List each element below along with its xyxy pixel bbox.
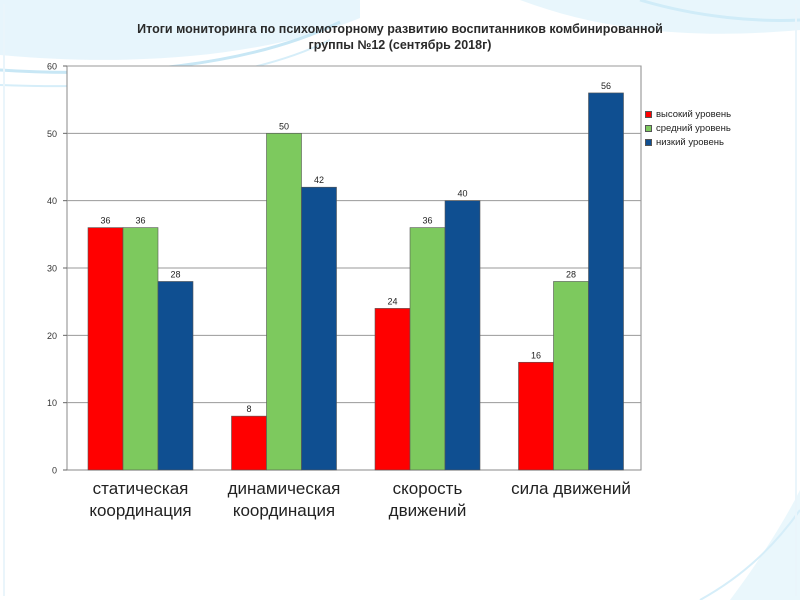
category-label: статическая [93,479,189,498]
category-label: сила движений [511,479,631,498]
bar [444,200,481,471]
legend-item: средний уровень [645,121,731,135]
bar-value-label: 8 [246,404,251,414]
bar [553,281,589,471]
chart-title-line2: группы №12 (сентябрь 2018г) [308,38,492,52]
bar-value-label: 42 [314,175,324,185]
bar-value-label: 36 [422,216,432,226]
bar-value-label: 28 [170,269,180,279]
y-tick-label: 50 [47,129,57,139]
bar-value-label: 56 [601,81,611,91]
legend-swatch [645,110,652,118]
legend: высокий уровень средний уровень низкий уро… [645,107,731,149]
y-tick-label: 10 [47,398,57,408]
bar [518,361,554,471]
chart-title: Итоги мониторинга по психомоторному разв… [100,21,700,53]
y-tick-label: 40 [47,196,57,206]
legend-item: низкий уровень [645,135,731,149]
bar-value-label: 36 [135,216,145,226]
bar-value-label: 28 [566,269,576,279]
bar-value-label: 40 [457,189,467,199]
bar [157,281,194,471]
legend-label: высокий уровень [656,108,732,120]
y-tick-label: 20 [47,331,57,341]
legend-swatch [645,138,652,146]
chart-title-line1: Итоги мониторинга по психомоторному разв… [137,22,663,36]
category-label: динамическая [228,479,341,498]
bar-value-label: 50 [279,121,289,131]
bar [87,227,124,471]
y-tick-label: 60 [47,62,57,72]
legend-item: высокий уровень [645,107,731,121]
bar [301,186,337,471]
bar-value-label: 16 [531,350,541,360]
category-label: скорость [393,479,463,498]
y-tick-label: 30 [47,264,57,274]
bar [231,415,267,471]
legend-swatch [645,124,652,132]
category-label: координация [89,501,191,520]
bar-value-label: 24 [387,296,397,306]
category-label: движений [389,501,467,520]
bar [374,308,411,471]
bar [266,133,302,471]
bar [588,92,624,471]
bar [122,227,159,471]
legend-label: средний уровень [656,122,731,134]
y-tick-label: 0 [52,466,57,476]
legend-label: низкий уровень [656,136,724,148]
bar-value-label: 36 [100,216,110,226]
bar [409,227,446,471]
category-label: координация [233,501,335,520]
